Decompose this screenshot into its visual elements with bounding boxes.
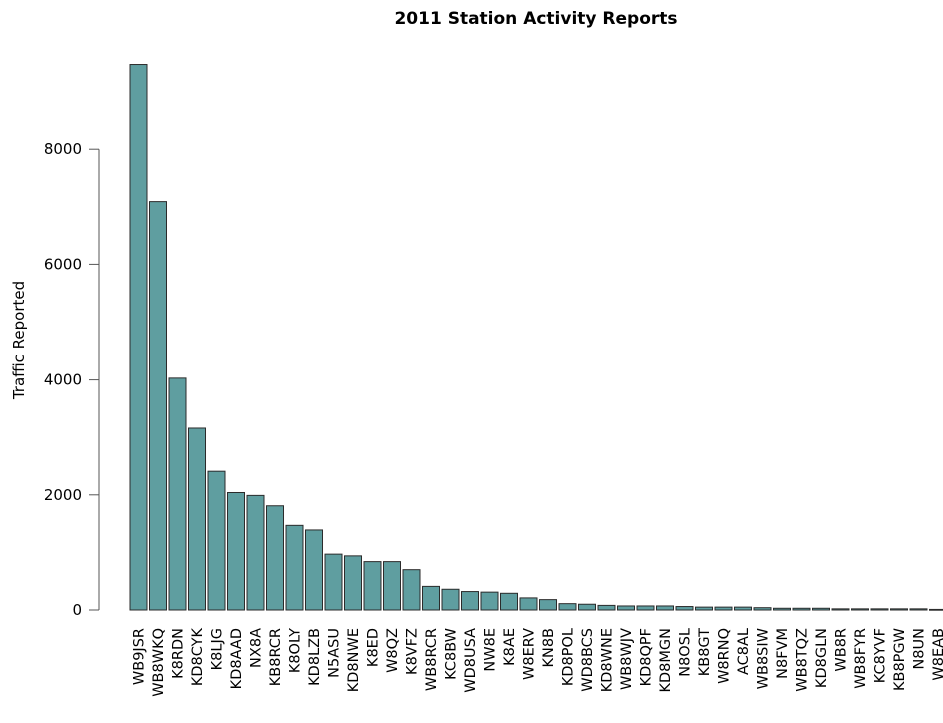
bar-wb9jsr: [129, 64, 148, 611]
bar-kc8bw: [441, 588, 460, 611]
x-tick-label: N8UN: [912, 628, 928, 670]
x-tick-label: WB8TQZ: [795, 628, 811, 692]
y-tick-label: 0: [72, 601, 82, 619]
x-tick-label: WB8R: [834, 628, 850, 672]
x-tick-label: KD8WNE: [600, 628, 616, 692]
bar-kb8gt: [695, 606, 713, 611]
x-tick-label: K8OLY: [288, 628, 304, 673]
bar-wb8wjv: [617, 605, 635, 611]
x-tick-label: N8FVM: [775, 628, 791, 679]
bar-kd8nwe: [344, 555, 362, 611]
x-tick-label: WB8WJV: [619, 628, 635, 690]
y-tick-label: 4000: [44, 371, 82, 389]
x-tick-label: KD8CYK: [190, 628, 206, 687]
bar-k8ed: [363, 561, 382, 611]
bar-kb8rcr: [266, 505, 284, 611]
x-tick-label: WB9JSR: [132, 628, 148, 685]
bar-kd8cyk: [188, 427, 206, 611]
bar-n8un: [909, 608, 928, 611]
x-tick-label: KD8MGN: [658, 628, 674, 693]
x-tick-label: KC8YVF: [873, 628, 889, 683]
y-axis-label: Traffic Reported: [10, 281, 28, 400]
bar-wb8r: [831, 608, 850, 611]
x-tick-label: NW8E: [483, 628, 499, 672]
x-tick-label: KD8AAD: [229, 628, 245, 689]
x-tick-label: KB8PGW: [892, 628, 908, 691]
bar-n8osl: [675, 606, 694, 611]
x-tick-label: WB8FYR: [853, 628, 869, 689]
bar-nw8e: [480, 591, 499, 611]
bar-wb8siw: [753, 607, 772, 611]
x-tick-label: KN8B: [541, 628, 557, 668]
bars: [129, 64, 943, 611]
x-tick-label: N8OSL: [678, 628, 694, 677]
x-tick-label: KB8GT: [697, 628, 713, 676]
bar-wb8fyr: [851, 608, 869, 611]
bar-wb8rcr: [422, 585, 440, 611]
bar-k8ljg: [207, 470, 226, 611]
x-tick-label: WB8SIW: [756, 628, 772, 689]
x-tick-label: W8ERV: [522, 628, 538, 680]
bar-kd8qpf: [636, 605, 655, 611]
y-tick-label: 2000: [44, 486, 82, 504]
x-tick-label: KD8QPF: [639, 628, 655, 686]
x-tick-label: K8LJG: [210, 628, 226, 670]
bar-kd8lzb: [305, 529, 323, 611]
x-tick-label: WB8WKQ: [151, 628, 167, 697]
x-tick-label: AC8AL: [736, 628, 752, 675]
x-tick-label: K8ED: [366, 628, 382, 667]
bar-w8qz: [383, 561, 401, 611]
bar-kd8gln: [812, 607, 830, 611]
chart-title: 2011 Station Activity Reports: [394, 9, 677, 29]
x-tick-label: WD8BCS: [580, 628, 596, 692]
bar-ac8al: [734, 606, 752, 611]
x-tick-label: KC8BW: [444, 628, 460, 680]
x-tick-label: WD8USA: [463, 628, 479, 693]
x-tick-label: NX8A: [249, 628, 265, 668]
bar-k8rdn: [168, 377, 187, 611]
bar-kc8yvf: [870, 608, 889, 611]
y-tick-label: 8000: [44, 140, 82, 158]
bar-n5asu: [324, 553, 343, 611]
y-axis: 0 2000 4000 6000 8000: [44, 140, 100, 619]
bar-kn8b: [539, 599, 557, 611]
bar-w8eab: [929, 608, 943, 611]
x-tick-label: N5ASU: [327, 628, 343, 678]
x-tick-label: KD8NWE: [346, 628, 362, 692]
x-tick-label: K8VFZ: [405, 628, 421, 675]
x-tick-label: K8AE: [502, 628, 518, 666]
x-tick-label: W8EAB: [931, 628, 943, 681]
bar-wb8tqz: [792, 607, 811, 611]
bar-n8fvm: [773, 607, 791, 611]
bar-kd8pol: [558, 603, 577, 611]
x-tick-label: W8QZ: [385, 628, 401, 673]
bar-w8rnq: [714, 606, 733, 611]
x-tick-label: WB8RCR: [424, 628, 440, 691]
bar-w8erv: [519, 597, 538, 611]
bar-wd8bcs: [578, 603, 596, 611]
bar-kd8aad: [227, 491, 245, 611]
x-tick-label: KD8POL: [561, 628, 577, 686]
x-tick-label: W8RNQ: [717, 628, 733, 684]
bar-wd8usa: [461, 591, 479, 611]
x-tick-label: KD8GLN: [814, 628, 830, 688]
x-tick-label: K8RDN: [171, 628, 187, 679]
y-tick-label: 6000: [44, 255, 82, 273]
bar-k8ae: [500, 592, 518, 611]
bar-kb8pgw: [890, 608, 908, 611]
x-axis-tick-labels: WB9JSR WB8WKQ K8RDN KD8CYK K8LJG KD8AAD NX8A KB…: [132, 628, 943, 697]
bar-kd8mgn: [656, 605, 674, 611]
x-tick-label: KD8LZB: [307, 628, 323, 686]
x-tick-label: KB8RCR: [268, 628, 284, 686]
bar-wb8wkq: [149, 201, 167, 611]
bar-kd8wne: [597, 604, 616, 611]
bar-k8oly: [285, 524, 304, 611]
bar-k8vfz: [402, 569, 421, 611]
bar-nx8a: [246, 494, 265, 611]
